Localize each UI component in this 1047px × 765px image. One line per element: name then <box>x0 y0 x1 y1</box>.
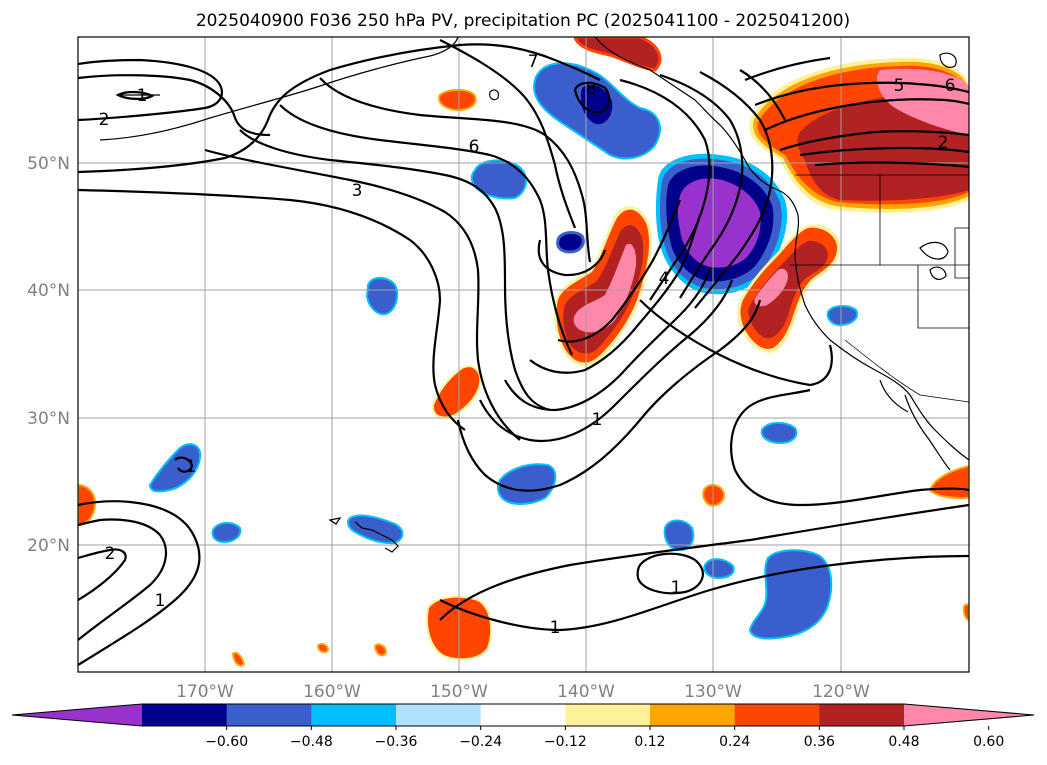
colorbar-bin <box>396 704 482 726</box>
contour-label: 2 <box>99 110 110 130</box>
colorbar-tick-label: −0.24 <box>459 734 502 750</box>
colorbar-bin <box>734 704 820 726</box>
positive-anomaly-small <box>438 88 477 112</box>
contour-label: 1 <box>550 618 561 638</box>
colorbar-tick-label: −0.36 <box>375 734 418 750</box>
contour-label: 1 <box>671 578 682 598</box>
lat-label: 30°N <box>27 409 70 429</box>
colorbar-outline <box>11 703 1035 727</box>
latitude-labels: 50°N 40°N 30°N 20°N <box>27 154 70 556</box>
lon-label: 150°W <box>430 682 488 702</box>
map-panel: 1 2 7 8 6 3 4 1 5 6 2 1 2 1 1 1 <box>78 37 969 672</box>
contour-label: 1 <box>155 591 166 611</box>
colorbar-tick-label: 0.12 <box>634 734 665 750</box>
lon-label: 120°W <box>812 682 870 702</box>
contour-label: 5 <box>894 76 905 96</box>
lat-label: 40°N <box>27 281 70 301</box>
colorbar-extend-low <box>12 704 142 726</box>
colorbar-tick-label: 0.60 <box>973 734 1004 750</box>
contour-label: 2 <box>105 544 116 564</box>
colorbar-tick-label: −0.48 <box>290 734 333 750</box>
contour-label: 3 <box>352 181 363 201</box>
contour-label: 4 <box>659 269 670 289</box>
lat-label: 50°N <box>27 154 70 174</box>
colorbar-bin <box>565 704 651 726</box>
contour-label: 8 <box>586 79 597 99</box>
lat-label: 20°N <box>27 536 70 556</box>
lon-label: 130°W <box>684 682 742 702</box>
colorbar-tick-label: 0.48 <box>888 734 919 750</box>
contour-labels: 1 2 7 8 6 3 4 1 5 6 2 1 2 1 1 1 <box>99 52 956 638</box>
map-title: 2025040900 F036 250 hPa PV, precipitatio… <box>196 11 850 31</box>
negative-anomaly-north <box>533 62 661 160</box>
colorbar-tick-label: −0.12 <box>544 734 587 750</box>
coastlines <box>99 37 969 553</box>
contour-label: 6 <box>469 137 480 157</box>
colorbar-tick-label: 0.36 <box>804 734 835 750</box>
contour-label: 1 <box>186 457 197 477</box>
contour-label: 1 <box>137 86 148 106</box>
colorbar-bin <box>650 704 736 726</box>
colorbar-bin <box>226 704 312 726</box>
colorbar-bin <box>142 704 228 726</box>
colorbar-tick-label: −0.60 <box>205 734 248 750</box>
colorbar-bin <box>480 704 566 726</box>
lon-label: 170°W <box>176 682 234 702</box>
contour-label: 1 <box>592 410 603 430</box>
colorbar-bin <box>819 704 905 726</box>
longitude-labels: 170°W 160°W 150°W 140°W 130°W 120°W <box>176 682 870 702</box>
contour-label: 7 <box>528 52 539 72</box>
map-frame <box>77 36 970 673</box>
lon-label: 160°W <box>303 682 361 702</box>
colorbar-extend-high <box>904 704 1034 726</box>
contour-label: 6 <box>945 76 956 96</box>
negative-anomaly-core <box>655 153 788 295</box>
lon-label: 140°W <box>557 682 615 702</box>
contour-label: 2 <box>938 133 949 153</box>
colorbar: −0.60 −0.48 −0.36 −0.24 −0.12 0.12 0.24 0.36 0.4… <box>11 703 1035 750</box>
pv-contours <box>78 39 969 666</box>
colorbar-bin <box>311 704 397 726</box>
colorbar-tick-label: 0.24 <box>719 734 750 750</box>
